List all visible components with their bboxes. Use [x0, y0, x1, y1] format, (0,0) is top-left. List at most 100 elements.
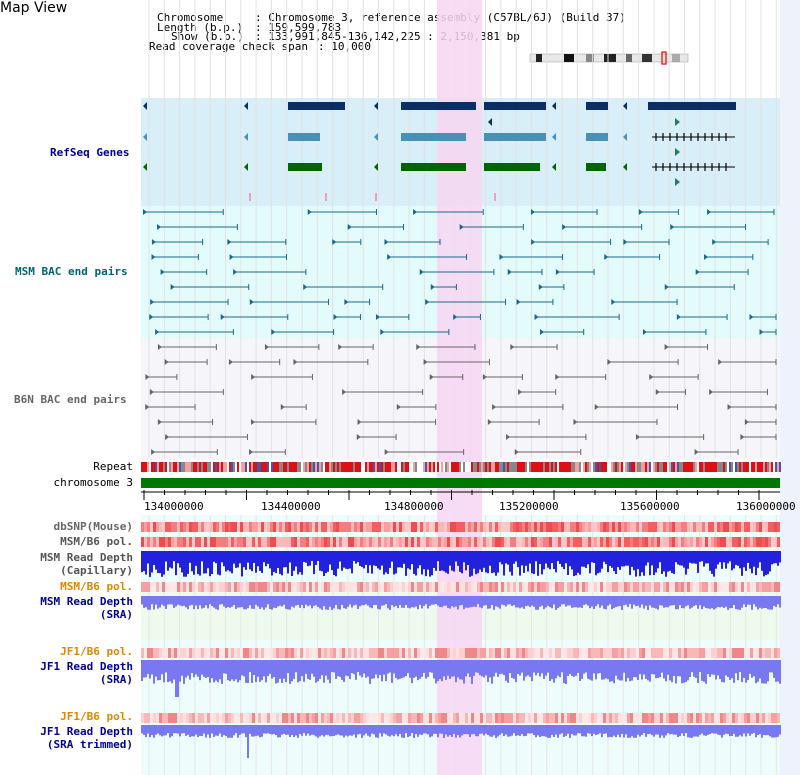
msm-b6-pol-strip — [450, 537, 453, 547]
jf1-trimmed-depth-bar — [775, 725, 777, 738]
jf1-trimmed-depth-bar — [737, 725, 739, 737]
jf1-trimmed-depth-bar — [669, 725, 671, 735]
msm-b6-pol-strip — [660, 582, 663, 592]
jf1-b6-pol-strip — [708, 713, 711, 723]
repeat-mark — [583, 462, 585, 472]
repeat-mark — [207, 462, 209, 472]
msm-sra-depth-bar — [753, 596, 755, 605]
jf1-sra-depth-bar — [625, 660, 627, 682]
msm-capillary-depth-bar — [709, 551, 711, 571]
jf1-b6-pol-strip — [333, 713, 336, 723]
msm-b6-pol-strip — [678, 582, 681, 592]
jf1-b6-pol-strip — [741, 713, 744, 723]
msm-bac-pair — [539, 329, 544, 335]
msm-capillary-depth-bar — [627, 551, 629, 566]
jf1-b6-pol-strip — [282, 648, 285, 658]
jf1-b6-pol-strip — [435, 713, 438, 723]
msm-capillary-depth-bar — [467, 551, 469, 566]
b6n-bac-pair — [744, 419, 749, 425]
jf1-sra-depth-bar — [601, 660, 603, 680]
msm-bac-label: MSM BAC end pairs — [15, 265, 128, 278]
repeat-mark — [485, 462, 487, 472]
dbsnp-strip — [252, 522, 255, 532]
jf1-sra-depth-bar — [487, 660, 489, 683]
msm-sra-depth-bar — [649, 596, 651, 606]
jf1-sra-depth-bar — [525, 660, 527, 677]
msm-b6-pol-strip — [588, 582, 591, 592]
msm-b6-pol-strip — [624, 537, 627, 547]
jf1-b6-pol-strip — [486, 648, 489, 658]
jf1-b6-pol-strip — [234, 713, 237, 723]
msm-sra-depth-bar — [519, 596, 521, 609]
msm-sra-depth-bar — [505, 596, 507, 607]
jf1-sra-depth-bar — [445, 660, 447, 680]
jf1-sra-depth-bar — [559, 660, 561, 678]
jf1-sra-depth-bar — [199, 660, 201, 681]
msm-sra-depth-bar — [725, 596, 727, 607]
jf1-b6-pol-label-1: JF1/B6 pol. — [60, 645, 133, 658]
jf1-sra-depth-bar — [575, 660, 577, 676]
repeat-mark — [383, 462, 385, 472]
msm-capillary-depth-bar — [359, 551, 361, 566]
msm-capillary-depth-bar — [557, 551, 559, 562]
repeat-mark — [439, 462, 441, 472]
msm-sra-depth-bar — [741, 596, 743, 608]
jf1-trimmed-depth-bar — [509, 725, 511, 737]
jf1-b6-pol-strip — [342, 648, 345, 658]
jf1-b6-pol-strip — [561, 713, 564, 723]
dbsnp-strip — [456, 522, 459, 532]
msm-bac-pair — [155, 329, 160, 335]
msm-sra-depth-bar — [493, 596, 495, 610]
jf1-b6-pol-strip — [606, 713, 609, 723]
msm-capillary-depth-bar — [185, 551, 187, 577]
jf1-trimmed-depth-bar — [529, 725, 531, 734]
repeat-mark — [657, 462, 659, 472]
jf1-b6-pol-strip — [633, 713, 636, 723]
msm-b6-pol-strip — [237, 537, 240, 547]
gene-exon — [648, 102, 736, 110]
msm-sra-depth-bar — [175, 596, 177, 607]
msm-sra-depth-bar — [455, 596, 457, 607]
msm-b6-pol-strip — [522, 537, 525, 547]
jf1-trimmed-depth-bar — [367, 725, 369, 736]
jf1-sra-depth-bar — [343, 660, 345, 682]
jf1-sra-depth-bar — [369, 660, 371, 684]
dbsnp-strip — [762, 522, 765, 532]
jf1-b6-pol-strip — [351, 648, 354, 658]
msm-sra-depth-bar — [171, 596, 173, 605]
chromosome-ideogram[interactable] — [528, 51, 690, 65]
repeat-mark — [353, 462, 355, 472]
msm-sra-depth-bar — [747, 596, 749, 605]
msm-capillary-depth-bar — [703, 551, 705, 567]
msm-capillary-depth-bar — [605, 551, 607, 565]
msm-sra-depth-bar — [633, 596, 635, 605]
repeat-mark — [453, 462, 455, 472]
jf1-trimmed-depth-bar — [543, 725, 545, 737]
msm-b6-pol-strip — [177, 537, 180, 547]
msm-b6-pol-strip — [414, 582, 417, 592]
jf1-trimmed-depth-bar — [495, 725, 497, 738]
msm-b6-pol-strip — [375, 537, 378, 547]
jf1-trimmed-depth-bar — [291, 725, 293, 735]
jf1-sra-depth-bar — [225, 660, 227, 674]
msm-b6-pol-strip — [753, 582, 756, 592]
dbsnp-strip — [534, 522, 537, 532]
jf1-b6-pol-strip — [747, 713, 750, 723]
repeat-mark — [459, 462, 461, 472]
gene-arrow — [374, 163, 378, 171]
jf1-trimmed-depth-bar — [237, 725, 239, 738]
repeat-mark — [513, 462, 515, 472]
repeat-mark — [699, 462, 701, 472]
jf1-trimmed-depth-bar — [417, 725, 419, 737]
jf1-b6-pol-strip — [186, 713, 189, 723]
dbsnp-strip — [426, 522, 429, 532]
repeat-mark — [161, 462, 163, 472]
repeat-mark — [749, 462, 751, 472]
msm-sra-depth-bar — [147, 596, 149, 610]
msm-capillary-depth-bar — [441, 551, 443, 571]
msm-capillary-depth-bar — [739, 551, 741, 569]
repeat-mark — [775, 462, 777, 472]
msm-capillary-depth-bar — [767, 551, 769, 575]
msm-b6-pol-strip — [189, 582, 192, 592]
